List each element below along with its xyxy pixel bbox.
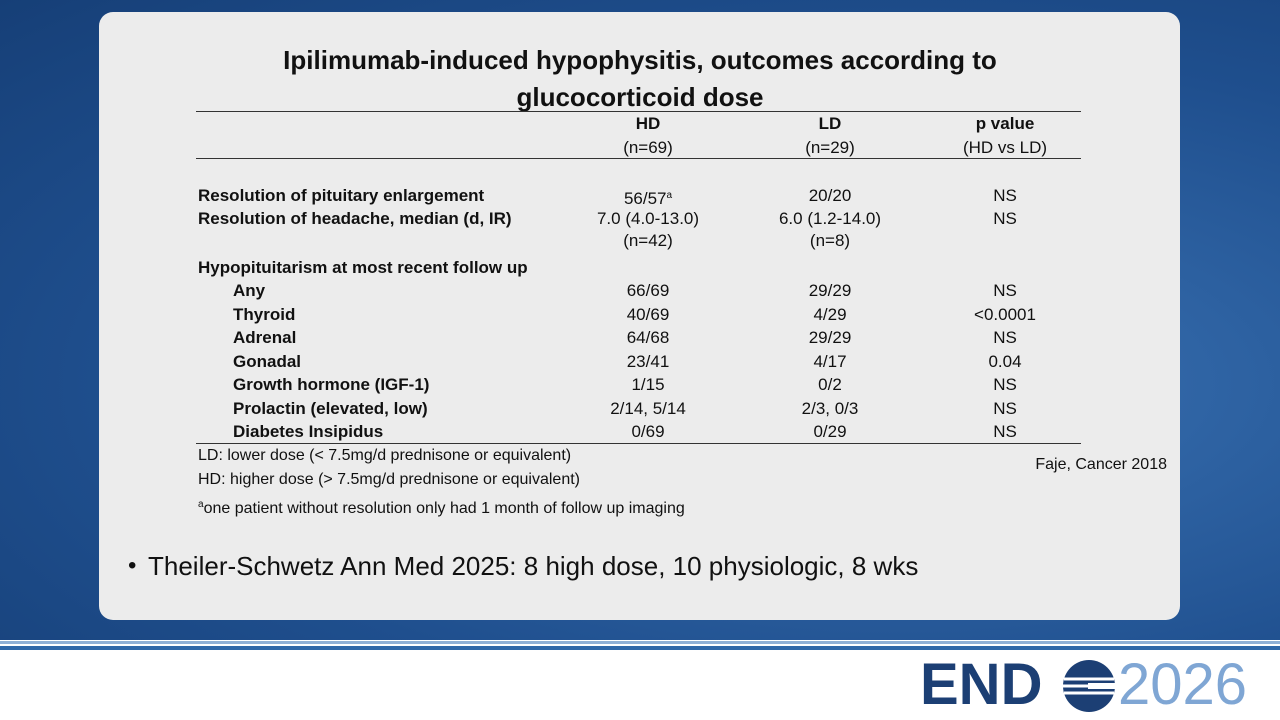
cell: NS [993,375,1017,394]
cell: 6.0 (1.2-14.0) [778,209,882,228]
title: Ipilimumab-induced hypophysitis, outcome… [283,45,997,75]
content-card [99,12,1180,620]
cell: 7.0 (4.0-13.0) [596,209,700,228]
cell: 0/69 [631,422,665,441]
cell: 4/17 [813,351,847,371]
cell: 40/69 [626,304,670,324]
citation: Faje, Cancer 2018 [1035,456,1167,473]
table-rule [196,158,1081,159]
cell: 29/29 [808,281,852,300]
bullet-dot: • [128,552,137,579]
logo-text: END [920,652,1043,717]
cell: 56/57a [623,189,673,208]
row-label: Adrenal [233,328,297,347]
column-n: (HD vs LD) [962,138,1048,157]
row-label: Prolactin (elevated, low) [233,398,428,418]
column-header: LD [818,114,842,133]
row-label: Thyroid [233,304,296,324]
cell: (n=42) [623,231,673,250]
cell: 23/41 [626,351,670,371]
divider [0,646,1280,650]
cell: NS [993,398,1017,418]
cell: NS [993,328,1017,347]
cell: 66/69 [626,281,670,300]
footnote: aone patient without resolution only had… [198,495,685,519]
cell: NS [993,186,1017,205]
table-rule [196,111,1081,112]
cell: 0/29 [813,422,847,441]
cell: NS [993,281,1017,300]
row-label: Resolution of pituitary enlargement [198,186,485,205]
title: glucocorticoid dose [516,82,764,112]
cell: 1/15 [631,375,665,394]
superscript: a [198,499,204,510]
row-label: Gonadal [233,351,302,371]
cell: 20/20 [808,186,852,205]
cell: (n=8) [809,231,851,250]
column-n: (n=29) [805,138,855,157]
footnote: HD: higher dose (> 7.5mg/d prednisone or… [198,471,580,488]
row-label: Growth hormone (IGF-1) [233,375,430,394]
section-label: Hypopituitarism at most recent follow up [198,258,528,277]
cell: 2/3, 0/3 [801,398,859,418]
column-header: p value [975,114,1035,133]
superscript: a [666,190,673,201]
table-rule [196,443,1081,444]
row-label: Resolution of headache, median (d, IR) [198,209,512,228]
cell: NS [993,422,1017,441]
row-label: Diabetes Insipidus [233,422,384,441]
column-header: HD [635,114,661,133]
bullet-text: Theiler-Schwetz Ann Med 2025: 8 high dos… [148,551,919,581]
cell: <0.0001 [974,304,1036,324]
cell: 64/68 [626,328,670,347]
cell: 2/14, 5/14 [610,398,686,418]
logo-text: 2026 [1118,652,1248,717]
cell: 4/29 [813,304,847,324]
footnote-text: one patient without resolution only had … [203,500,685,517]
footnote: LD: lower dose (< 7.5mg/d prednisone or … [198,447,572,464]
cell: NS [993,209,1017,228]
logo-globe [1063,660,1116,712]
cell: 0/2 [818,375,842,394]
cell: 29/29 [808,328,852,347]
column-n: (n=69) [623,138,673,157]
divider [0,641,1280,644]
cell: 0.04 [988,351,1022,371]
row-label: Any [233,281,266,300]
